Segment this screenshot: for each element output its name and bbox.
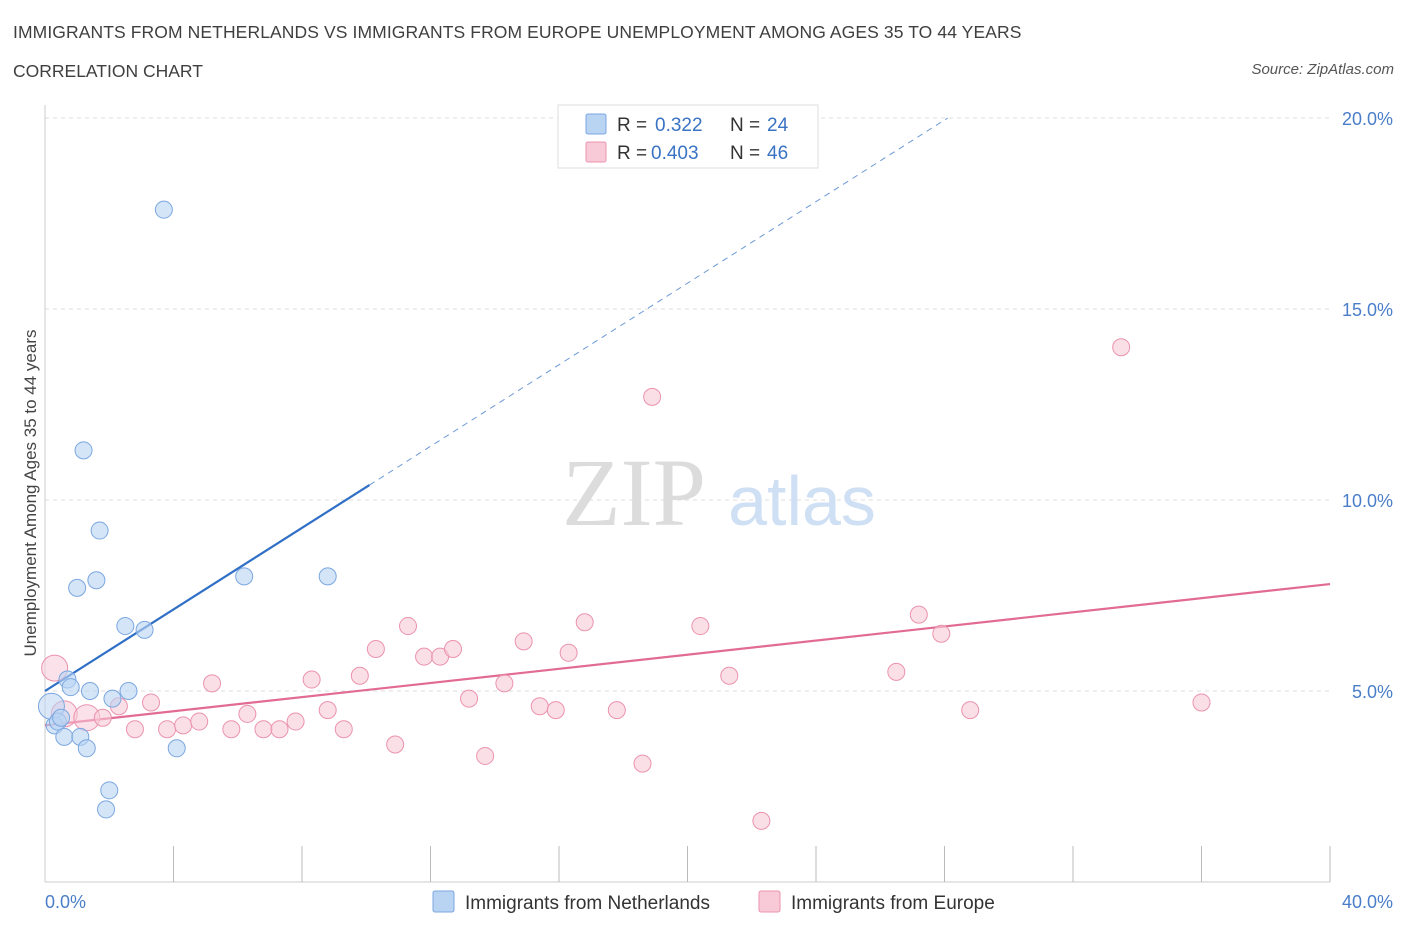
point-europe xyxy=(909,605,928,624)
point-europe xyxy=(1192,693,1211,712)
source-credit: Source: ZipAtlas.com xyxy=(1251,61,1394,78)
point-netherlands xyxy=(97,800,116,819)
y-axis-label: Unemployment Among Ages 35 to 44 years xyxy=(21,330,40,657)
watermark-zip: ZIP xyxy=(562,439,706,546)
x-tick-label: 0.0% xyxy=(45,892,86,912)
y-tick-label: 5.0% xyxy=(1352,682,1393,702)
point-europe xyxy=(460,689,479,708)
point-europe xyxy=(1112,338,1131,357)
legend-n-value-netherlands: 24 xyxy=(767,115,789,136)
point-europe xyxy=(318,701,337,720)
point-europe xyxy=(125,720,144,739)
point-europe xyxy=(691,617,710,636)
point-europe xyxy=(575,613,594,632)
axes: 5.0% 10.0% 15.0% 20.0% 0.0% 40.0% xyxy=(44,105,1393,912)
data-points xyxy=(37,200,1211,830)
point-netherlands xyxy=(135,620,154,639)
point-europe xyxy=(546,701,565,720)
point-europe xyxy=(174,716,193,735)
series-swatch-europe xyxy=(758,890,781,913)
series-swatch-netherlands xyxy=(432,890,455,913)
point-netherlands xyxy=(52,708,71,727)
legend-swatch-europe xyxy=(585,141,607,163)
point-europe xyxy=(302,670,321,689)
point-europe xyxy=(961,701,980,720)
point-europe xyxy=(203,674,222,693)
point-netherlands xyxy=(154,200,173,219)
point-europe xyxy=(190,712,209,731)
point-netherlands xyxy=(61,678,80,697)
point-europe xyxy=(476,746,495,765)
point-europe xyxy=(386,735,405,754)
y-tick-label: 20.0% xyxy=(1342,109,1393,129)
point-europe xyxy=(399,617,418,636)
legend-r-label: R = xyxy=(617,143,647,164)
point-netherlands xyxy=(87,571,106,590)
point-netherlands xyxy=(167,739,186,758)
point-netherlands xyxy=(318,567,337,586)
point-europe xyxy=(350,666,369,685)
legend-n-value-europe: 46 xyxy=(767,143,788,164)
point-europe xyxy=(643,387,662,406)
point-europe xyxy=(222,720,241,739)
series-legend: Immigrants from Netherlands Immigrants f… xyxy=(432,890,995,914)
legend-n-label: N = xyxy=(730,115,760,136)
point-netherlands xyxy=(68,578,87,597)
trend-line-europe xyxy=(44,582,1331,727)
point-europe xyxy=(752,811,771,830)
trend-line-netherlands-extension xyxy=(369,117,948,486)
point-netherlands xyxy=(74,441,93,460)
point-europe xyxy=(443,639,462,658)
point-europe xyxy=(286,712,305,731)
y-tick-label: 15.0% xyxy=(1342,300,1393,320)
watermark-atlas: atlas xyxy=(728,462,876,540)
point-netherlands xyxy=(90,521,109,540)
x-tick-label: 40.0% xyxy=(1342,892,1393,912)
point-europe xyxy=(158,720,177,739)
point-netherlands xyxy=(55,727,74,746)
legend-r-label: R = xyxy=(617,115,647,136)
legend-swatch-netherlands xyxy=(585,113,607,135)
point-netherlands xyxy=(116,617,135,636)
legend-r-value-netherlands: 0.322 xyxy=(655,115,703,136)
point-europe xyxy=(887,662,906,681)
point-netherlands xyxy=(80,682,99,700)
series-label-netherlands: Immigrants from Netherlands xyxy=(465,893,710,914)
point-europe xyxy=(415,647,434,666)
point-europe xyxy=(530,697,549,716)
chart-subtitle: CORRELATION CHART xyxy=(13,61,203,81)
point-europe xyxy=(514,632,533,651)
point-europe xyxy=(607,701,626,720)
point-europe xyxy=(366,639,385,658)
watermark: ZIP atlas xyxy=(562,439,876,546)
point-europe xyxy=(720,666,739,685)
point-europe xyxy=(495,674,514,693)
point-europe xyxy=(93,708,112,727)
point-europe xyxy=(238,704,257,723)
legend-r-value-europe: 0.403 xyxy=(651,143,699,164)
point-netherlands xyxy=(119,682,138,700)
point-europe xyxy=(559,643,578,662)
point-europe xyxy=(932,624,951,643)
point-netherlands xyxy=(235,567,254,586)
point-europe xyxy=(142,693,161,712)
y-tick-label: 10.0% xyxy=(1342,491,1393,511)
trend-line-netherlands xyxy=(44,484,371,692)
point-europe xyxy=(334,720,353,739)
legend-n-label: N = xyxy=(730,143,760,164)
chart-title: IMMIGRANTS FROM NETHERLANDS VS IMMIGRANT… xyxy=(13,22,1022,42)
point-europe xyxy=(270,720,289,739)
series-label-europe: Immigrants from Europe xyxy=(791,893,995,914)
point-netherlands xyxy=(103,689,122,708)
correlation-legend: R = 0.322 N = 24 R = 0.403 N = 46 xyxy=(557,104,819,169)
point-netherlands xyxy=(100,781,119,800)
point-europe xyxy=(254,720,273,739)
point-europe xyxy=(633,754,652,773)
trend-lines xyxy=(44,117,1331,727)
point-netherlands xyxy=(77,739,96,758)
